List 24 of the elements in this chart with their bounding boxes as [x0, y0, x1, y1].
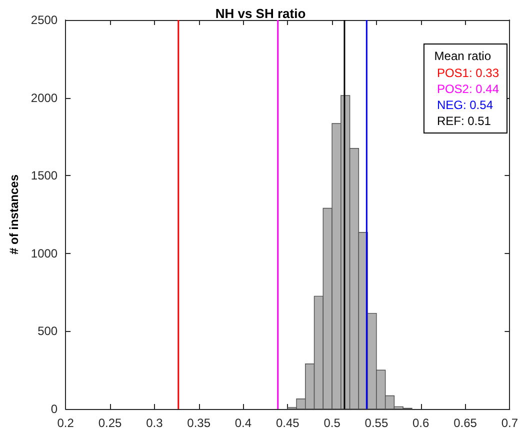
y-tick-label: 2000 — [30, 90, 58, 105]
x-tick-label: 0.45 — [276, 416, 300, 430]
y-axis-title: # of instances — [7, 174, 21, 255]
x-tick-label: 0.5 — [324, 416, 341, 430]
chart-title: NH vs SH ratio — [215, 6, 306, 21]
ref-line-label: POS1: 0.33 — [436, 66, 500, 80]
x-tick-label: 0.7 — [501, 416, 518, 430]
x-tick-label: 0.35 — [187, 416, 211, 430]
x-tick-label: 0.6 — [412, 416, 430, 430]
ref-line-label: NEG: 0.54 — [436, 98, 494, 112]
x-tick-label: 0.2 — [57, 416, 74, 430]
x-tick-label: 0.65 — [454, 416, 478, 430]
x-tick-label: 0.3 — [146, 416, 164, 430]
y-tick-label: 1500 — [30, 168, 58, 183]
y-tick-label: 1000 — [30, 246, 58, 260]
legend-title: Mean ratio — [434, 49, 492, 63]
x-tick-label: 0.55 — [364, 416, 388, 430]
y-tick-label: 2500 — [30, 13, 58, 27]
y-tick-label: 0 — [50, 402, 58, 416]
x-tick-label: 0.4 — [234, 416, 252, 430]
ref-line-label: POS2: 0.44 — [436, 82, 500, 96]
ref-line-label: REF: 0.51 — [436, 114, 492, 128]
x-tick-label: 0.25 — [98, 416, 122, 430]
y-tick-label: 500 — [38, 324, 58, 338]
